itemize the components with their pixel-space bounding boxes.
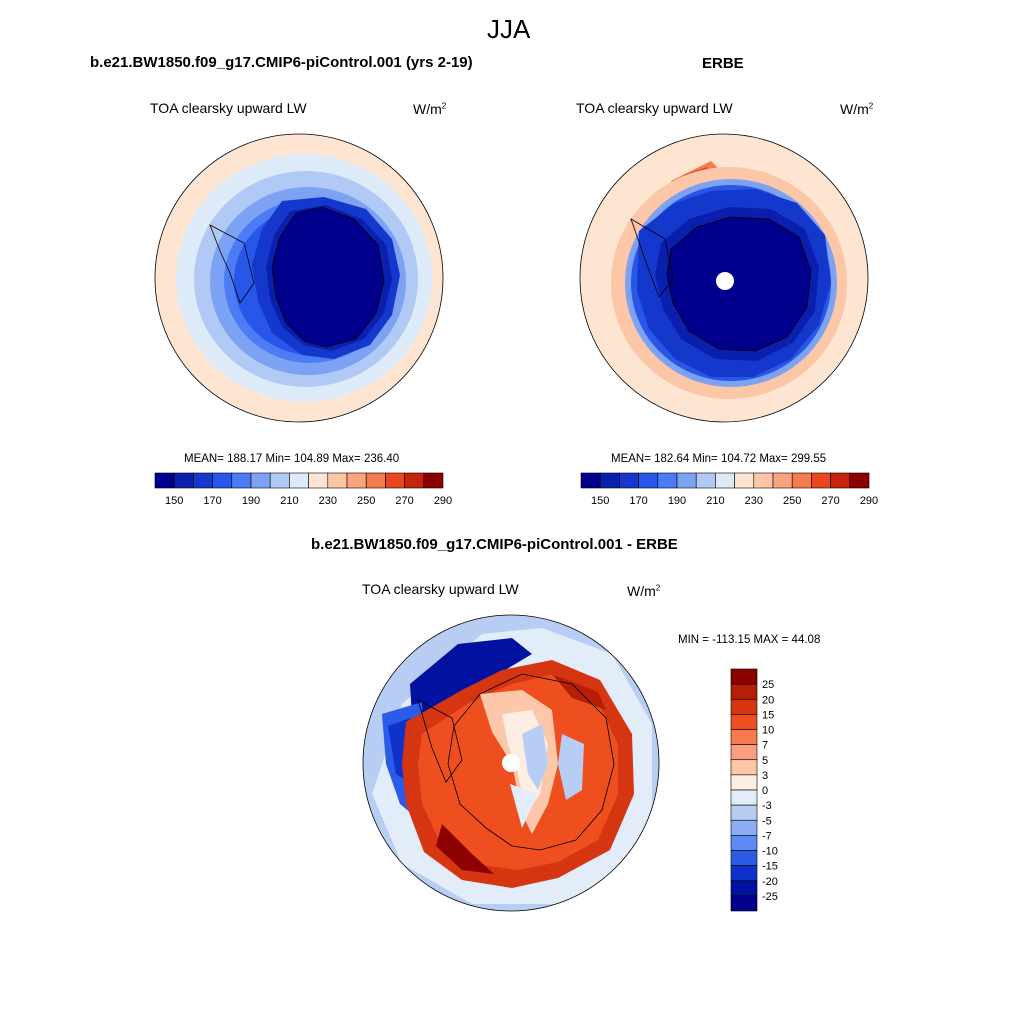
colorbar-swatch xyxy=(327,472,348,489)
colorbar-swatch xyxy=(730,865,758,882)
colorbar-swatch xyxy=(730,835,758,851)
right-variable-label: TOA clearsky upward LW xyxy=(576,100,733,116)
colorbar-tick-label: 250 xyxy=(783,495,801,507)
colorbar-swatch xyxy=(346,472,367,489)
colorbar-tick-label: 10 xyxy=(762,725,774,737)
colorbar-tick-label: 190 xyxy=(242,495,260,507)
colorbar-swatch xyxy=(734,472,755,489)
season-title: JJA xyxy=(487,14,531,44)
left-variable-label: TOA clearsky upward LW xyxy=(150,100,307,116)
colorbar-tick-label: 210 xyxy=(706,495,724,507)
colorbar-swatch xyxy=(730,774,758,791)
diff-polar-map xyxy=(362,614,660,912)
colorbar-swatch xyxy=(423,472,444,489)
colorbar-tick-label: 3 xyxy=(762,770,768,782)
colorbar-swatch xyxy=(730,714,758,730)
colorbar-swatch xyxy=(404,472,425,489)
colorbar-tick-label: 7 xyxy=(762,740,768,752)
colorbar-swatch xyxy=(753,472,774,489)
colorbar-tick-label: 0 xyxy=(762,785,768,797)
colorbar-tick-label: 290 xyxy=(860,495,878,507)
colorbar-swatch xyxy=(289,472,309,489)
colorbar-tick-label: 150 xyxy=(591,495,609,507)
colorbar-swatch xyxy=(695,472,716,489)
colorbar-swatch xyxy=(173,472,194,489)
diff-panel-title: b.e21.BW1850.f09_g17.CMIP6-piControl.001… xyxy=(311,536,678,553)
colorbar-swatch xyxy=(715,472,735,489)
colorbar-swatch xyxy=(730,744,758,761)
colorbar-swatch xyxy=(580,472,601,489)
colorbar-swatch xyxy=(730,698,758,715)
colorbar-swatch xyxy=(830,472,851,489)
left-unit-label: W/m2 xyxy=(413,101,447,117)
colorbar-swatch xyxy=(730,789,758,806)
colorbar-swatch xyxy=(730,804,758,821)
colorbar-swatch xyxy=(269,472,290,489)
left-panel-title: b.e21.BW1850.f09_g17.CMIP6-piControl.001… xyxy=(90,54,473,71)
diff-colorbar: 25 20 15 10 7 5 3 0 -3 -5 -7 -10 -15 -20 -25 xyxy=(730,668,778,912)
colorbar-swatch xyxy=(365,472,386,489)
colorbar-tick-label: -10 xyxy=(762,846,778,858)
colorbar-tick-label: -7 xyxy=(762,830,772,842)
colorbar-swatch xyxy=(772,472,793,489)
colorbar-tick-label: 250 xyxy=(357,495,375,507)
colorbar-tick-label: 290 xyxy=(434,495,452,507)
colorbar-tick-label: 190 xyxy=(668,495,686,507)
colorbar-swatch xyxy=(212,472,233,489)
diff-variable-label: TOA clearsky upward LW xyxy=(362,581,519,597)
colorbar-tick-label: 210 xyxy=(280,495,298,507)
left-colorbar: 150 170 190 210 230 250 270 290 xyxy=(154,472,452,507)
colorbar-swatch xyxy=(638,472,659,489)
colorbar-swatch xyxy=(730,729,758,745)
colorbar-tick-label: 20 xyxy=(762,694,774,706)
diff-stats: MIN = -113.15 MAX = 44.08 xyxy=(678,634,821,646)
colorbar-swatch xyxy=(250,472,271,489)
diff-unit-label: W/m2 xyxy=(627,583,661,599)
colorbar-swatch xyxy=(619,472,639,489)
colorbar-swatch xyxy=(193,472,213,489)
colorbar-tick-label: 5 xyxy=(762,755,768,767)
colorbar-swatch xyxy=(730,759,758,776)
colorbar-tick-label: 150 xyxy=(165,495,183,507)
colorbar-tick-label: 170 xyxy=(203,495,221,507)
colorbar-tick-label: -20 xyxy=(762,876,778,888)
colorbar-swatch xyxy=(730,850,758,866)
colorbar-swatch xyxy=(730,880,758,897)
right-unit-label: W/m2 xyxy=(840,101,874,117)
colorbar-swatch xyxy=(811,472,831,489)
colorbar-tick-label: 15 xyxy=(762,709,774,721)
colorbar-tick-label: -25 xyxy=(762,891,778,903)
colorbar-tick-label: 25 xyxy=(762,679,774,691)
colorbar-swatch xyxy=(730,668,758,685)
colorbar-tick-label: 270 xyxy=(395,495,413,507)
colorbar-swatch xyxy=(730,895,758,912)
colorbar-swatch xyxy=(308,472,329,489)
colorbar-swatch xyxy=(730,819,758,836)
colorbar-tick-label: 230 xyxy=(319,495,337,507)
right-stats: MEAN= 182.64 Min= 104.72 Max= 299.55 xyxy=(611,453,827,465)
right-panel-title: ERBE xyxy=(702,55,744,72)
colorbar-swatch xyxy=(154,472,175,489)
colorbar-tick-label: 170 xyxy=(629,495,647,507)
colorbar-tick-label: -15 xyxy=(762,861,778,873)
colorbar-swatch xyxy=(849,472,870,489)
colorbar-swatch xyxy=(676,472,697,489)
right-polar-map xyxy=(579,133,869,423)
colorbar-swatch xyxy=(791,472,812,489)
colorbar-swatch xyxy=(385,472,405,489)
colorbar-swatch xyxy=(599,472,620,489)
left-stats: MEAN= 188.17 Min= 104.89 Max= 236.40 xyxy=(184,453,400,465)
colorbar-swatch xyxy=(657,472,678,489)
right-colorbar: 150 170 190 210 230 250 270 290 xyxy=(580,472,878,507)
colorbar-tick-label: 270 xyxy=(821,495,839,507)
left-polar-map xyxy=(154,133,444,423)
colorbar-tick-label: 230 xyxy=(745,495,763,507)
colorbar-swatch xyxy=(730,683,758,700)
colorbar-tick-label: -5 xyxy=(762,815,772,827)
colorbar-swatch xyxy=(231,472,252,489)
colorbar-tick-label: -3 xyxy=(762,800,772,812)
